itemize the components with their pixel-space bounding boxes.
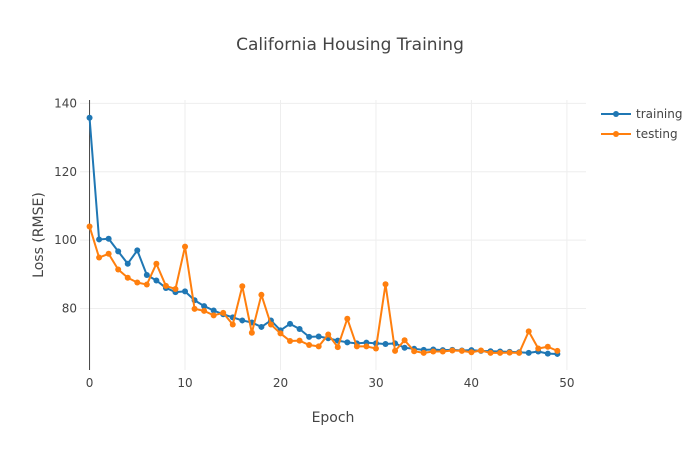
- data-point-testing[interactable]: [554, 347, 561, 354]
- data-point-testing[interactable]: [143, 281, 150, 288]
- x-tick-label: 50: [559, 376, 574, 390]
- axis-layer: 0 10 20 30 40 50 80 100 120 140: [54, 96, 574, 390]
- data-point-testing[interactable]: [477, 347, 484, 354]
- data-point-testing[interactable]: [458, 347, 465, 354]
- legend: training testing: [601, 107, 683, 141]
- data-point-training[interactable]: [544, 350, 551, 357]
- legend-marker-swatch: [613, 111, 619, 117]
- data-point-training[interactable]: [344, 339, 351, 346]
- x-tick-label: 40: [464, 376, 479, 390]
- data-point-testing[interactable]: [296, 337, 303, 344]
- data-point-testing[interactable]: [372, 345, 379, 352]
- data-point-testing[interactable]: [248, 329, 255, 336]
- data-point-testing[interactable]: [210, 312, 217, 319]
- data-point-testing[interactable]: [153, 260, 160, 267]
- data-point-testing[interactable]: [506, 349, 513, 356]
- y-tick-label: 120: [54, 165, 77, 179]
- data-point-testing[interactable]: [344, 315, 351, 322]
- x-tick-label: 20: [273, 376, 288, 390]
- data-point-training[interactable]: [105, 235, 112, 242]
- series-line-testing: [88, 226, 558, 354]
- data-point-training[interactable]: [258, 323, 265, 330]
- data-point-testing[interactable]: [96, 254, 103, 261]
- data-point-testing[interactable]: [105, 250, 112, 257]
- data-point-testing[interactable]: [162, 282, 169, 289]
- x-tick-label: 10: [177, 376, 192, 390]
- chart-title: California Housing Training: [236, 35, 464, 55]
- y-tick-label: 140: [54, 96, 77, 110]
- data-point-testing[interactable]: [411, 348, 418, 355]
- series-line-training: [88, 117, 558, 355]
- data-point-testing[interactable]: [229, 321, 236, 328]
- data-point-testing[interactable]: [287, 337, 294, 344]
- y-axis-title: Loss (RMSE): [31, 192, 47, 278]
- data-point-testing[interactable]: [220, 309, 227, 316]
- data-point-training[interactable]: [134, 247, 141, 254]
- data-point-training[interactable]: [401, 344, 408, 351]
- legend-label: testing: [636, 127, 678, 141]
- data-point-training[interactable]: [210, 307, 217, 314]
- data-point-testing[interactable]: [306, 342, 313, 349]
- data-point-testing[interactable]: [382, 281, 389, 288]
- y-tick-label: 80: [62, 301, 77, 315]
- data-point-testing[interactable]: [401, 337, 408, 344]
- data-point-training[interactable]: [153, 277, 160, 284]
- data-point-testing[interactable]: [239, 283, 246, 290]
- data-point-testing[interactable]: [516, 349, 523, 356]
- legend-item-training[interactable]: training: [601, 107, 683, 121]
- data-point-training[interactable]: [382, 341, 389, 348]
- data-point-testing[interactable]: [267, 321, 274, 328]
- data-point-training[interactable]: [296, 325, 303, 332]
- legend-marker-swatch: [613, 131, 619, 137]
- data-point-testing[interactable]: [191, 305, 198, 312]
- data-point-testing[interactable]: [258, 291, 265, 298]
- data-point-testing[interactable]: [325, 331, 332, 338]
- data-point-training[interactable]: [115, 248, 122, 255]
- data-point-testing[interactable]: [124, 274, 131, 281]
- y-tick-label: 100: [54, 233, 77, 247]
- legend-item-testing[interactable]: testing: [601, 127, 678, 141]
- data-point-training[interactable]: [182, 288, 189, 295]
- data-point-testing[interactable]: [115, 266, 122, 273]
- data-point-training[interactable]: [124, 260, 131, 267]
- x-axis-title: Epoch: [312, 410, 355, 426]
- data-point-training[interactable]: [315, 333, 322, 340]
- legend-label: training: [636, 107, 683, 121]
- data-point-testing[interactable]: [86, 223, 93, 230]
- data-point-testing[interactable]: [182, 243, 189, 250]
- data-point-testing[interactable]: [334, 344, 341, 351]
- data-point-training[interactable]: [201, 303, 208, 310]
- data-point-training[interactable]: [86, 114, 93, 121]
- grid-layer: [80, 100, 586, 370]
- data-point-testing[interactable]: [430, 348, 437, 355]
- x-tick-label: 30: [368, 376, 383, 390]
- data-point-testing[interactable]: [353, 343, 360, 350]
- data-point-training[interactable]: [96, 236, 103, 243]
- data-point-testing[interactable]: [201, 307, 208, 314]
- data-point-testing[interactable]: [487, 349, 494, 356]
- data-point-testing[interactable]: [544, 343, 551, 350]
- data-point-testing[interactable]: [525, 328, 532, 335]
- data-point-testing[interactable]: [535, 345, 542, 352]
- data-point-testing[interactable]: [277, 330, 284, 337]
- series-layer: [86, 114, 561, 357]
- data-point-testing[interactable]: [363, 343, 370, 350]
- data-point-testing[interactable]: [497, 349, 504, 356]
- x-tick-label: 0: [86, 376, 94, 390]
- data-point-testing[interactable]: [468, 349, 475, 356]
- data-point-training[interactable]: [525, 349, 532, 356]
- data-point-training[interactable]: [239, 317, 246, 324]
- data-point-training[interactable]: [287, 320, 294, 327]
- data-point-testing[interactable]: [420, 349, 427, 356]
- data-point-testing[interactable]: [392, 347, 399, 354]
- data-point-testing[interactable]: [439, 348, 446, 355]
- data-point-testing[interactable]: [449, 347, 456, 354]
- data-point-testing[interactable]: [134, 279, 141, 286]
- data-point-training[interactable]: [143, 271, 150, 278]
- data-point-training[interactable]: [306, 333, 313, 340]
- data-point-testing[interactable]: [172, 286, 179, 292]
- data-point-testing[interactable]: [315, 343, 322, 350]
